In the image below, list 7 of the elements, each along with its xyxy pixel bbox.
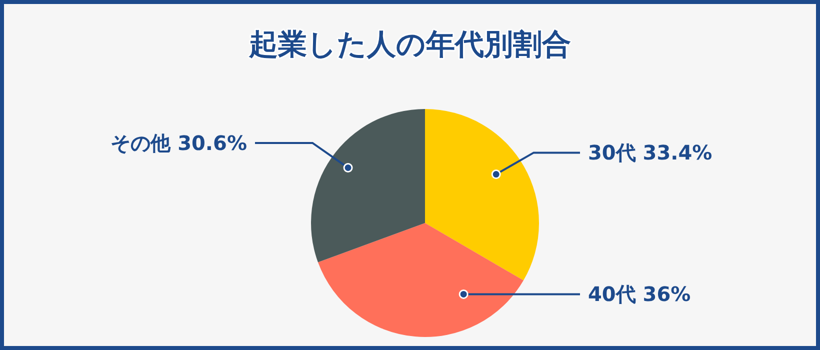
- chart-title: 起業した人の年代別割合: [248, 27, 571, 61]
- pie-slice: [311, 109, 425, 262]
- slice-label: 40代 36%: [588, 282, 691, 306]
- slice-label: 30代 33.4%: [588, 140, 712, 165]
- pie-slice: [318, 223, 524, 337]
- pie-slice: [425, 109, 539, 280]
- slice-label: その他 30.6%: [110, 130, 247, 155]
